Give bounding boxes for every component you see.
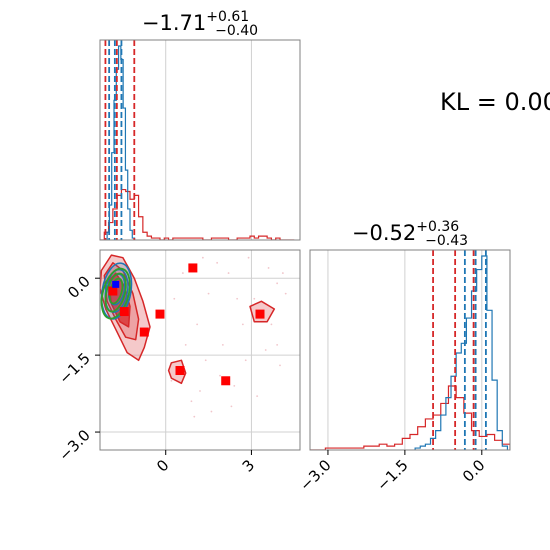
faint-sample-point [181, 272, 184, 274]
faint-sample-point [199, 390, 201, 392]
faint-sample-point [284, 292, 287, 295]
y-tick-label: 0.0 [64, 272, 94, 302]
faint-sample-point [256, 395, 259, 398]
faint-sample-point [201, 256, 204, 259]
faint-sample-point [253, 297, 256, 300]
faint-sample-point [233, 384, 236, 387]
param1-title-sub: −0.40 [215, 23, 258, 39]
red-square-marker [139, 327, 149, 337]
x-tick-label: 3 [239, 456, 258, 475]
faint-sample-point [270, 323, 273, 326]
faint-sample-point [207, 292, 210, 295]
faint-sample-point [204, 359, 207, 362]
faint-sample-point [216, 261, 219, 264]
param2-title-main: −0.52 [352, 221, 416, 245]
faint-sample-point [190, 400, 193, 403]
faint-sample-point [219, 374, 221, 377]
red-square-marker [155, 309, 165, 319]
panel-frame [99, 249, 301, 451]
faint-sample-point [264, 349, 267, 351]
panel-content [100, 40, 295, 240]
x-tick-label: 0.0 [459, 456, 489, 486]
panel-grid [327, 250, 483, 450]
param2-title-sup: +0.36 [416, 219, 459, 235]
faint-sample-point [170, 379, 173, 382]
panel-frame [99, 39, 301, 241]
x-tick-label: 0 [153, 456, 172, 475]
param2-title-sub: −0.43 [425, 233, 468, 249]
faint-sample-point [227, 272, 230, 274]
faint-sample-point [276, 343, 279, 346]
param1-title-main: −1.71 [142, 11, 206, 35]
axis-ticks: −3.0 −1.5 0.0 [296, 450, 489, 495]
panel-marginal-param1: −1.71+0.61 −0.40 [99, 9, 301, 241]
red-square-marker [255, 309, 265, 319]
faint-sample-point [276, 282, 279, 285]
panel-frame [309, 249, 511, 451]
red-square-marker [108, 286, 118, 296]
faint-sample-point [193, 415, 196, 418]
faint-sample-point [281, 272, 284, 274]
faint-sample-point [267, 267, 270, 269]
panel-grid [100, 250, 300, 450]
panel-joint-2d: 0 3 0.0 −1.5 −3.0 [55, 249, 301, 476]
red-square-marker [188, 263, 198, 273]
faint-sample-point [247, 256, 250, 259]
panel-grid [165, 40, 252, 240]
faint-sample-point [236, 297, 239, 300]
faint-sample-point [244, 359, 247, 362]
y-tick-label: −3.0 [55, 426, 93, 464]
red-square-marker [119, 307, 129, 317]
faint-sample-point [221, 343, 224, 346]
faint-sample-point [196, 323, 199, 326]
x-tick-label: −3.0 [296, 456, 334, 494]
histogram-red [100, 188, 295, 240]
faint-sample-point [210, 410, 213, 413]
green-contour [100, 267, 131, 320]
param1-title-sup: +0.61 [206, 9, 249, 25]
param1-title: −1.71+0.61 −0.40 [142, 9, 258, 39]
faint-sample-point [279, 364, 281, 367]
blue-square-marker [112, 280, 120, 288]
red-square-marker [221, 376, 231, 386]
faint-sample-point [241, 323, 244, 326]
faint-sample-point [184, 343, 187, 346]
panel-content [310, 250, 510, 450]
kl-divergence-label: KL = 0.00 [440, 88, 550, 116]
param2-title: −0.52+0.36 −0.43 [352, 219, 468, 249]
panel-marginal-param2: −3.0 −1.5 0.0 −0.52+0.36 −0.43 [296, 219, 511, 495]
histogram-red [310, 385, 510, 450]
green-contour [104, 272, 127, 313]
y-tick-label: −1.5 [55, 349, 93, 387]
faint-sample-point [230, 405, 233, 408]
faint-sample-point [173, 297, 176, 300]
axis-ticks: 0 3 0.0 −1.5 −3.0 [55, 272, 258, 475]
panel-content [100, 254, 287, 418]
red-square-marker [175, 366, 185, 376]
x-tick-label: −1.5 [373, 456, 411, 494]
histogram-blue [414, 255, 509, 450]
